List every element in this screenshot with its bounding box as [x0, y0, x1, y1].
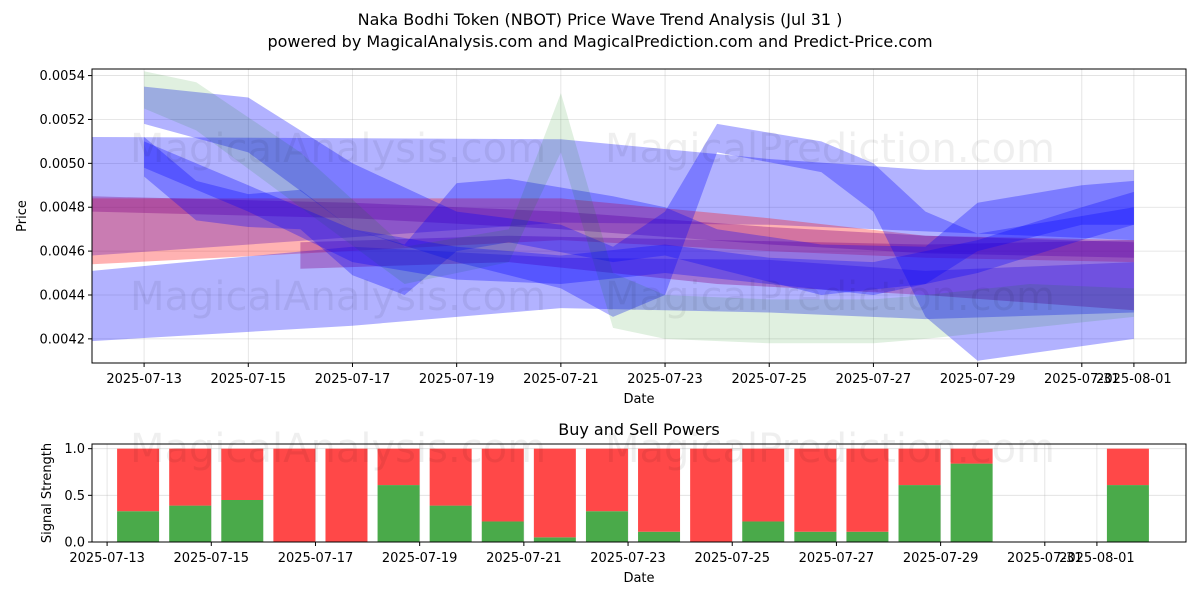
signal-x-axis: 2025-07-13 2025-07-15 2025-07-17 2025-07-19… — [69, 542, 1135, 566]
signal-plot-frame — [91, 443, 1187, 543]
price-band-purple-3 — [92, 196, 1134, 258]
buy-power-bar — [377, 485, 420, 542]
price-x-tick-label: 2025-07-31 — [1044, 372, 1120, 387]
sell-power-bar — [898, 448, 941, 486]
signal-y-tick-label: 1.0 — [64, 442, 85, 457]
buy-power-bar — [585, 511, 628, 542]
signal-x-tick-label: 2025-07-19 — [382, 551, 458, 566]
sell-power-bar — [169, 448, 212, 506]
signal-panel-title: Buy and Sell Powers — [558, 420, 720, 439]
price-bands — [92, 71, 1134, 361]
price-y-axis-label: Price — [15, 200, 30, 232]
buy-power-bar — [481, 521, 524, 542]
price-x-tick-label: 2025-07-19 — [419, 372, 495, 387]
price-x-tick-label: 2025-07-27 — [836, 372, 912, 387]
signal-x-tick-label: 2025-07-17 — [278, 551, 354, 566]
watermark-top-left: MagicalAnalysis.com — [130, 126, 546, 172]
buy-power-bar — [117, 511, 160, 542]
watermark-signal-right: MagicalPrediction.com — [605, 426, 1055, 472]
buy-power-bar — [169, 505, 212, 542]
sell-power-bar — [950, 448, 993, 464]
signal-x-tick-label: 2025-07-15 — [174, 551, 250, 566]
price-plot-frame — [91, 68, 1187, 364]
sell-power-bar — [273, 448, 316, 542]
sell-power-bar — [1106, 448, 1149, 486]
buy-power-bar — [1106, 485, 1149, 542]
sell-power-bar — [117, 448, 160, 512]
watermark-bottom-right: MagicalPrediction.com — [605, 274, 1055, 320]
buy-power-bar — [638, 531, 681, 542]
watermark-top-right: MagicalPrediction.com — [605, 126, 1055, 172]
price-band-blue-2 — [92, 246, 1134, 342]
buy-power-bar — [794, 531, 837, 542]
price-y-tick-label: 0.0044 — [40, 288, 86, 303]
sell-power-bar — [221, 448, 264, 500]
price-y-tick-label: 0.0050 — [40, 157, 86, 172]
sell-power-bar — [742, 448, 785, 522]
sell-power-bar — [846, 448, 889, 532]
price-band-red-1 — [92, 198, 1134, 265]
sell-power-bar — [794, 448, 837, 532]
price-grid — [92, 69, 1186, 363]
price-x-axis-label: Date — [623, 392, 654, 407]
signal-x-axis-label: Date — [623, 571, 654, 586]
price-y-tick-label: 0.0054 — [40, 69, 86, 84]
signal-y-tick-label: 0.5 — [64, 489, 85, 504]
price-x-tick-label: 2025-07-25 — [731, 372, 807, 387]
price-y-axis: 0.0042 0.0044 0.0046 0.0048 0.0050 0.0052 0.00… — [40, 69, 92, 347]
signal-x-tick-label: 2025-07-27 — [799, 551, 875, 566]
chart-title-line2: powered by MagicalAnalysis.com and Magic… — [267, 32, 932, 51]
sell-power-bar — [690, 448, 733, 542]
price-x-tick-label: 2025-07-13 — [106, 372, 182, 387]
signal-y-axis-label: Signal Strength — [40, 443, 55, 543]
price-band-purple-4 — [300, 235, 1134, 311]
price-band-blue-6 — [144, 86, 1134, 361]
signal-x-tick-label: 2025-07-21 — [486, 551, 562, 566]
price-x-tick-label: 2025-07-17 — [315, 372, 391, 387]
signal-y-axis: 0.0 0.5 1.0 — [64, 442, 92, 551]
buy-power-bar — [898, 485, 941, 542]
price-band-green-7 — [144, 71, 1134, 344]
price-y-tick-label: 0.0046 — [40, 245, 86, 260]
buy-power-bar — [429, 505, 472, 542]
price-y-tick-label: 0.0048 — [40, 201, 86, 216]
signal-x-tick-label: 2025-07-23 — [590, 551, 666, 566]
sell-power-bar — [533, 448, 576, 538]
sell-power-bar — [429, 448, 472, 506]
buy-power-bar — [950, 463, 993, 542]
sell-power-bar — [481, 448, 524, 522]
watermark-bottom-left: MagicalAnalysis.com — [130, 274, 546, 320]
price-x-tick-label: 2025-07-29 — [940, 372, 1016, 387]
price-y-tick-label: 0.0042 — [40, 332, 86, 347]
sell-power-bar — [638, 448, 681, 532]
buy-power-bar — [846, 531, 889, 542]
price-band-blue-0 — [92, 137, 1134, 256]
signal-x-tick-label: 2025-07-31 — [1007, 551, 1083, 566]
sell-power-bar — [585, 448, 628, 512]
price-x-tick-label: 2025-07-15 — [211, 372, 287, 387]
price-x-tick-label: 2025-08-01 — [1096, 372, 1172, 387]
signal-x-tick-label: 2025-07-29 — [903, 551, 979, 566]
signal-y-tick-label: 0.0 — [64, 536, 85, 551]
price-band-blue-5 — [144, 137, 1134, 295]
signal-panel: Buy and Sell Powers MagicalAnalysis.com … — [40, 420, 1187, 586]
signal-x-tick-label: 2025-08-01 — [1059, 551, 1135, 566]
buy-power-bar — [221, 500, 264, 542]
price-x-axis: 2025-07-13 2025-07-15 2025-07-17 2025-07-19… — [106, 363, 1172, 387]
sell-power-bar — [325, 448, 368, 542]
signal-bars — [117, 448, 1149, 542]
price-y-tick-label: 0.0052 — [40, 113, 86, 128]
signal-x-tick-label: 2025-07-13 — [69, 551, 145, 566]
sell-power-bar — [377, 448, 420, 486]
price-x-tick-label: 2025-07-21 — [523, 372, 599, 387]
price-band-blue-8 — [144, 141, 1134, 295]
buy-power-bar — [742, 521, 785, 542]
watermark-signal-left: MagicalAnalysis.com — [130, 426, 546, 472]
price-x-tick-label: 2025-07-23 — [627, 372, 703, 387]
chart-title-line1: Naka Bodhi Token (NBOT) Price Wave Trend… — [358, 10, 843, 29]
signal-x-tick-label: 2025-07-25 — [694, 551, 770, 566]
price-panel: MagicalAnalysis.com MagicalPrediction.co… — [15, 68, 1187, 407]
buy-power-bar — [533, 537, 576, 542]
